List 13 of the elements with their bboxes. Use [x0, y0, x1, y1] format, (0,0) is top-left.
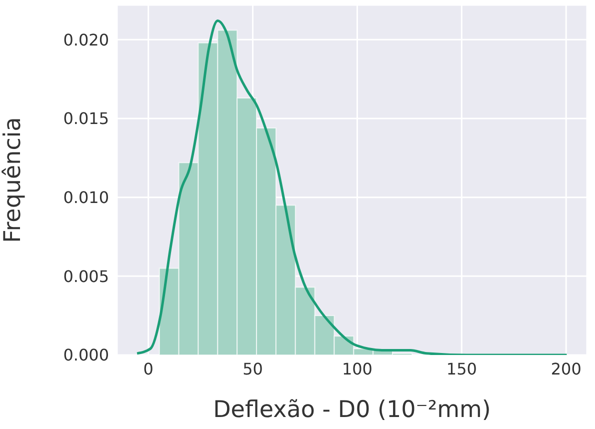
y-tick-label: 0.010	[63, 188, 109, 208]
x-axis-title: Deflexão - D0 (10⁻²mm)	[213, 397, 491, 423]
x-tick-label: 0	[143, 359, 154, 378]
y-axis-title: Frequência	[0, 117, 26, 243]
x-tick-label: 150	[446, 359, 477, 378]
x-tick-label: 100	[342, 359, 372, 378]
y-tick-label: 0.000	[63, 346, 109, 365]
y-tick-label: 0.020	[63, 30, 109, 50]
y-tick-label: 0.015	[63, 109, 109, 128]
y-tick-label: 0.005	[63, 266, 109, 286]
x-tick-label: 50	[242, 359, 263, 378]
x-tick-label: 200	[550, 359, 582, 378]
line-series	[136, 20, 568, 355]
